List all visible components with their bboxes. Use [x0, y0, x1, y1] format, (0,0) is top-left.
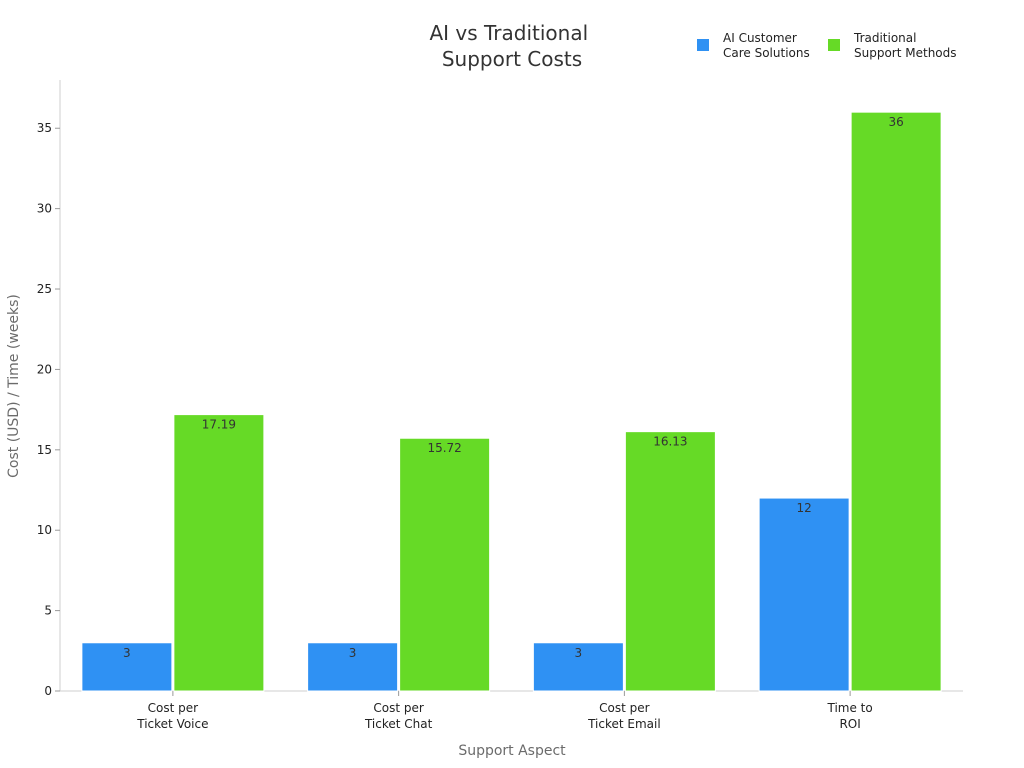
- x-tick-label: Cost per Ticket Email: [587, 701, 661, 731]
- y-tick-label: 20: [37, 362, 52, 376]
- x-tick-label: Cost per Ticket Chat: [364, 701, 433, 731]
- y-tick-label: 15: [37, 443, 52, 457]
- bar-traditional: [399, 437, 491, 692]
- bar-ai: [532, 642, 624, 692]
- y-axis: 0 5 10 15 20 25 30 35: [37, 80, 61, 698]
- data-label-ai: 3: [575, 646, 583, 660]
- legend-label-traditional: Traditional Support Methods: [853, 31, 957, 60]
- x-axis: Cost per Ticket Voice Cost per Ticket Chat C…: [60, 690, 963, 731]
- chart-title: AI vs Traditional Support Costs: [429, 21, 594, 71]
- y-tick-label: 30: [37, 202, 52, 216]
- x-tick-label: Cost per Ticket Voice: [136, 701, 208, 731]
- x-axis-title: Support Aspect: [458, 743, 566, 759]
- data-label-ai: 3: [349, 646, 357, 660]
- legend-swatch-traditional: [828, 39, 840, 51]
- x-tick-label: Time to ROI: [827, 701, 873, 731]
- data-label-traditional: 16.13: [653, 435, 687, 449]
- data-label-traditional: 17.19: [202, 418, 236, 432]
- bar-ai: [758, 497, 850, 692]
- y-tick-label: 10: [37, 523, 52, 537]
- data-label-traditional: 36: [888, 115, 903, 129]
- bar-traditional: [173, 414, 265, 692]
- data-labels: 3 17.19 3 15.72 3 16.13 12 36: [123, 115, 904, 660]
- bar-ai: [81, 642, 173, 692]
- bar-traditional: [624, 431, 716, 692]
- bars: [81, 111, 942, 692]
- y-axis-title: Cost (USD) / Time (weeks): [6, 294, 22, 478]
- bar-ai: [307, 642, 399, 692]
- y-tick-label: 25: [37, 282, 52, 296]
- y-tick-label: 5: [44, 604, 52, 618]
- legend-swatch-ai: [697, 39, 709, 51]
- data-label-traditional: 15.72: [427, 441, 461, 455]
- chart-title-line-2: Support Costs: [442, 47, 582, 71]
- legend-label-ai: AI Customer Care Solutions: [723, 31, 810, 60]
- chart-title-line-1: AI vs Traditional: [429, 21, 588, 45]
- y-tick-label: 35: [37, 121, 52, 135]
- data-label-ai: 3: [123, 646, 131, 660]
- y-tick-label: 0: [44, 684, 52, 698]
- legend: AI Customer Care Solutions Traditional S…: [697, 31, 957, 60]
- bar-traditional: [850, 111, 942, 692]
- data-label-ai: 12: [796, 501, 811, 515]
